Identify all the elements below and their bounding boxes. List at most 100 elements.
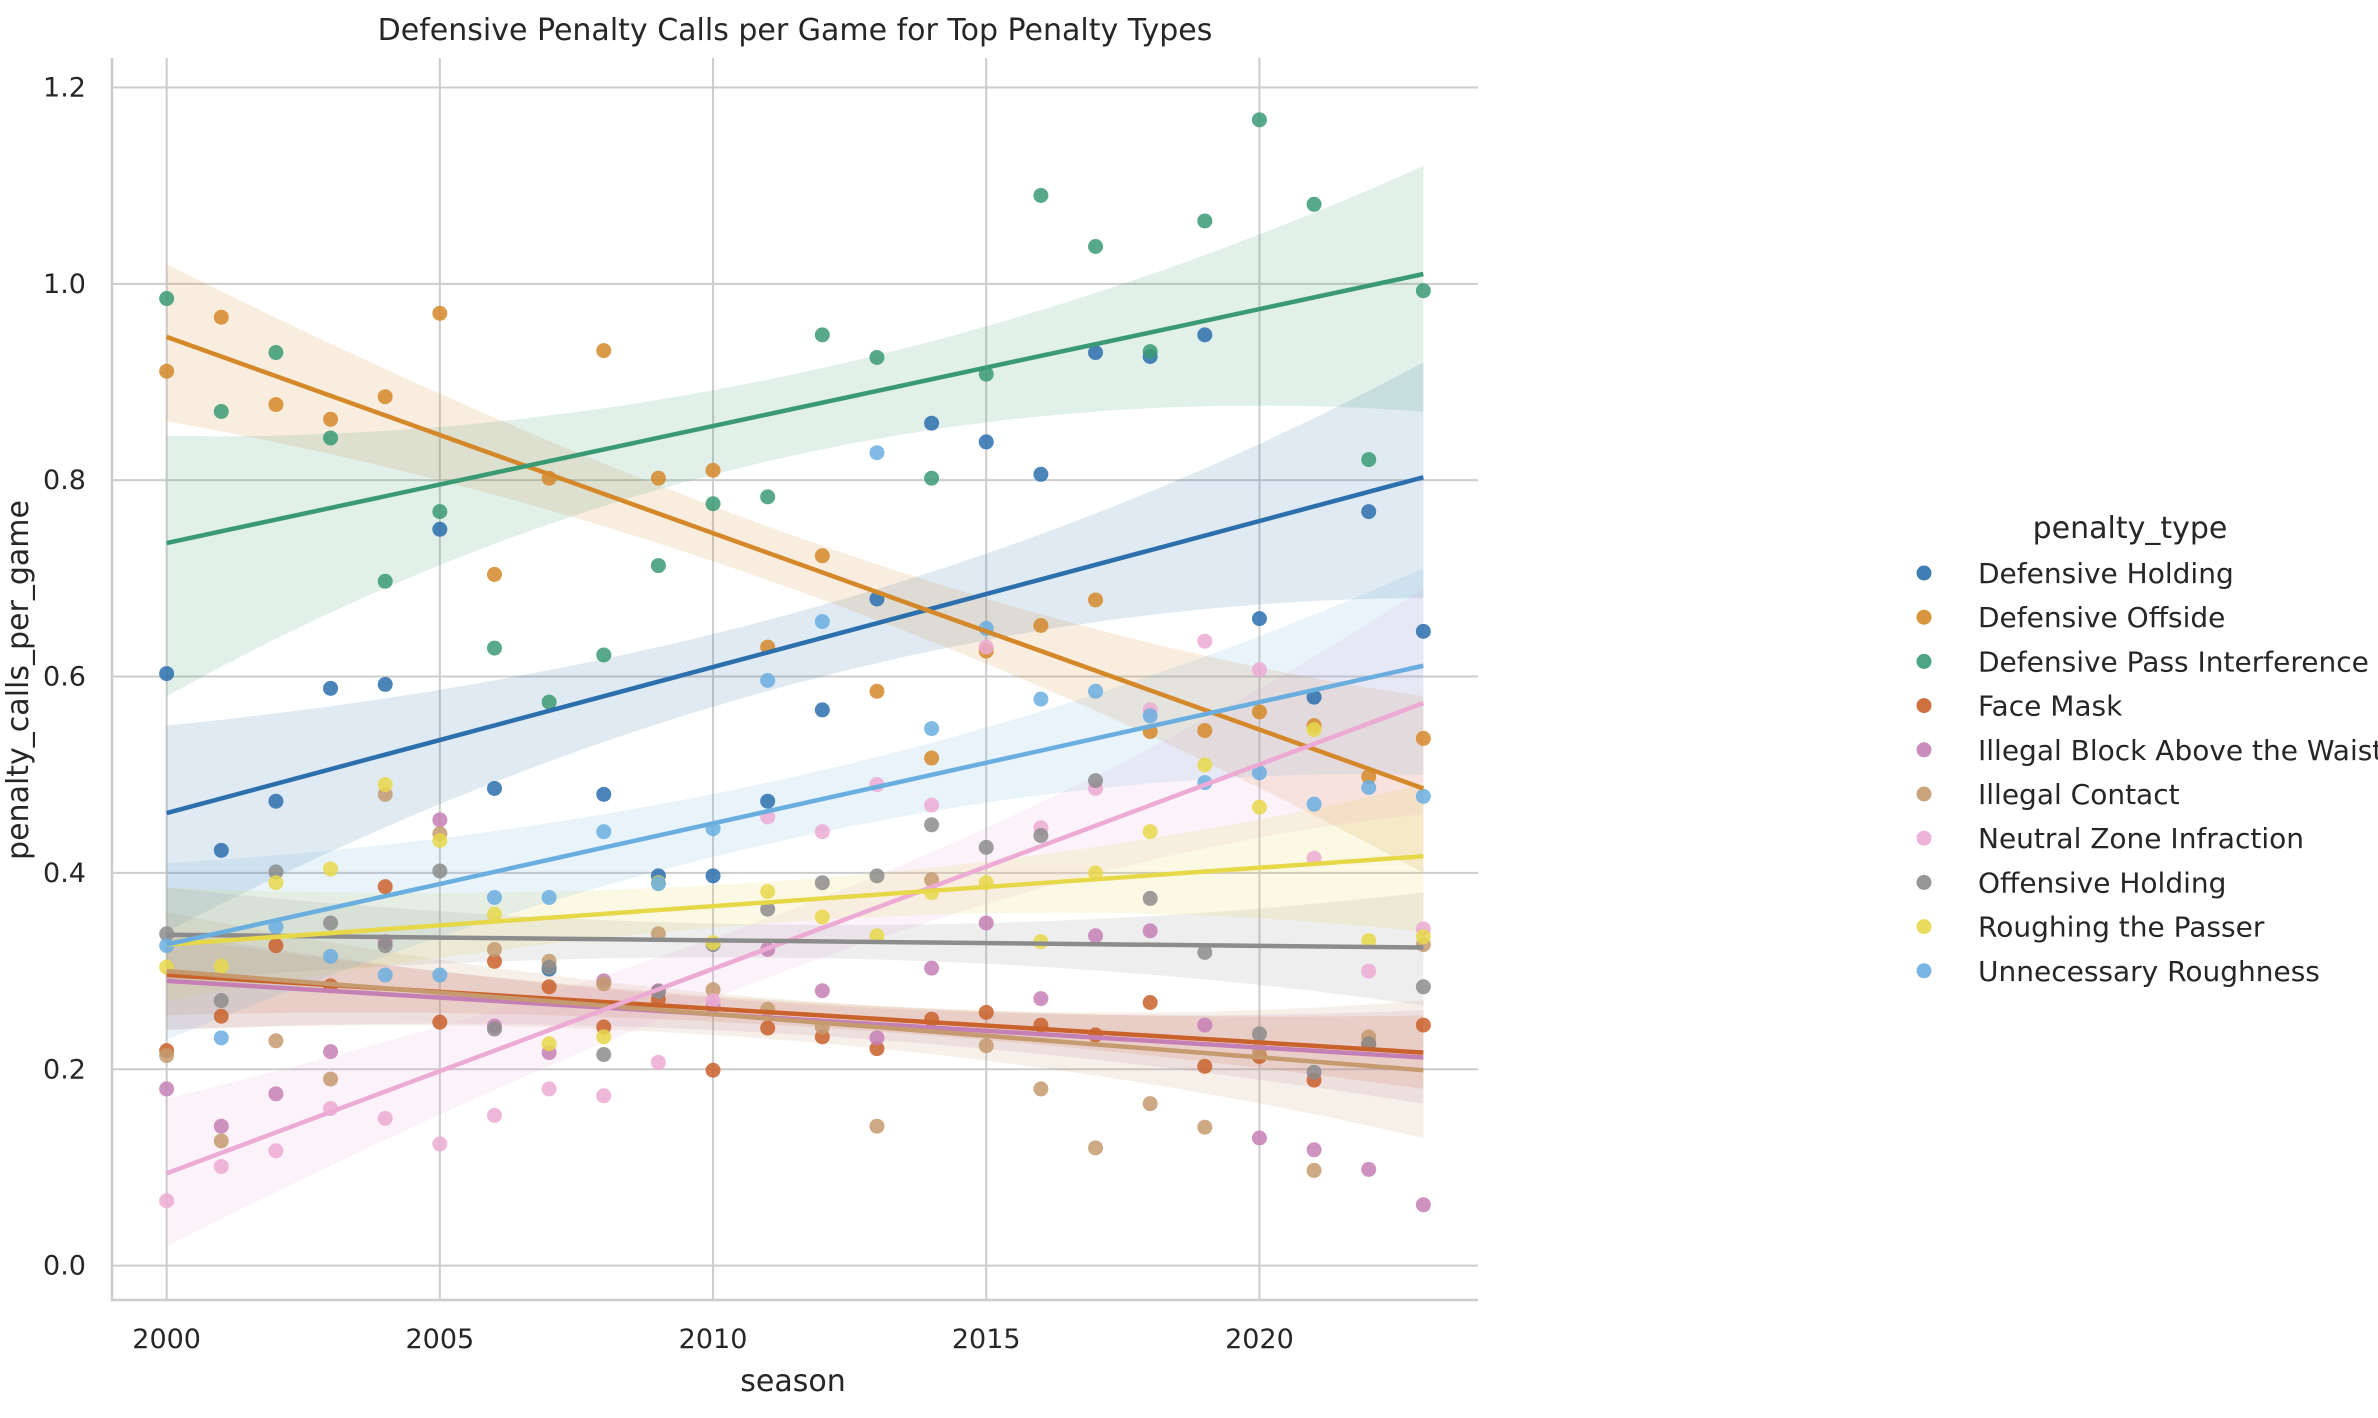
- point-illegal-contact: [705, 982, 721, 998]
- point-illegal-block-above-the-waist: [814, 983, 830, 999]
- point-illegal-block-above-the-waist: [432, 812, 448, 828]
- y-tick-label: 0.2: [43, 1054, 86, 1085]
- point-unnecessary-roughness: [213, 1030, 229, 1046]
- point-illegal-block-above-the-waist: [268, 1086, 284, 1102]
- legend-label-neutral-zone-infraction: Neutral Zone Infraction: [1978, 822, 2304, 855]
- point-defensive-holding: [432, 521, 448, 537]
- point-defensive-offside: [323, 411, 339, 427]
- fit-line-neutral-zone-infraction: [165, 700, 1425, 1176]
- point-illegal-contact: [323, 1071, 339, 1087]
- point-defensive-pass-interference: [268, 345, 284, 361]
- legend-marker-illegal-contact: [1916, 786, 1932, 802]
- legend-label-illegal-contact: Illegal Contact: [1978, 778, 2180, 811]
- point-defensive-pass-interference: [1251, 112, 1267, 128]
- point-defensive-pass-interference: [213, 403, 229, 419]
- point-illegal-contact: [1197, 1119, 1213, 1135]
- point-roughing-the-passer: [1088, 865, 1104, 881]
- point-defensive-holding: [760, 793, 776, 809]
- y-tick-label: 1.0: [43, 269, 86, 300]
- point-face-mask: [486, 953, 502, 969]
- axes: 2000 2005 2010 2015 2020 0.0 0.2 0.4 0.6 0.8 1.0 1.…: [43, 58, 1478, 1355]
- point-unnecessary-roughness: [323, 948, 339, 964]
- point-face-mask: [705, 1062, 721, 1078]
- point-defensive-pass-interference: [924, 470, 940, 486]
- point-neutral-zone-infraction: [1361, 963, 1377, 979]
- point-roughing-the-passer: [705, 935, 721, 951]
- legend-marker-defensive-offside: [1916, 609, 1932, 625]
- point-illegal-contact: [213, 1133, 229, 1149]
- point-illegal-block-above-the-waist: [213, 1118, 229, 1134]
- point-defensive-pass-interference: [1088, 239, 1104, 255]
- point-defensive-pass-interference: [1415, 283, 1431, 299]
- axis-spines: [110, 58, 1478, 1302]
- fit-line-illegal-contact: [166, 968, 1424, 1073]
- band-defensive-pass-interference: [166, 166, 1424, 697]
- point-defensive-pass-interference: [1306, 196, 1322, 212]
- band-illegal-contact: [166, 912, 1424, 1138]
- point-face-mask: [1197, 1058, 1213, 1074]
- point-roughing-the-passer: [760, 884, 776, 900]
- scatter-points: [159, 112, 1431, 1213]
- y-axis-label: penalty_calls_per_game: [1, 500, 36, 860]
- legend-label-defensive-offside: Defensive Offside: [1978, 601, 2225, 634]
- point-defensive-pass-interference: [869, 349, 885, 365]
- point-defensive-pass-interference: [705, 496, 721, 512]
- point-illegal-contact: [869, 1118, 885, 1134]
- point-defensive-pass-interference: [650, 558, 666, 574]
- point-face-mask: [377, 879, 393, 895]
- point-defensive-holding: [1088, 345, 1104, 361]
- point-illegal-contact: [268, 1033, 284, 1049]
- point-roughing-the-passer: [596, 1029, 612, 1045]
- point-unnecessary-roughness: [377, 967, 393, 983]
- point-illegal-block-above-the-waist: [869, 1030, 885, 1046]
- point-illegal-block-above-the-waist: [1361, 1161, 1377, 1177]
- point-face-mask: [760, 1020, 776, 1036]
- y-tick-label: 0.4: [43, 858, 86, 889]
- point-defensive-pass-interference: [159, 291, 175, 307]
- point-illegal-contact: [1088, 1140, 1104, 1156]
- legend-label-illegal-block-above-the-waist: Illegal Block Above the Waist: [1978, 734, 2378, 767]
- point-unnecessary-roughness: [1415, 788, 1431, 804]
- point-defensive-offside: [705, 462, 721, 478]
- point-defensive-holding: [323, 680, 339, 696]
- point-face-mask: [869, 1041, 885, 1057]
- point-unnecessary-roughness: [760, 672, 776, 688]
- point-unnecessary-roughness: [1033, 691, 1049, 707]
- point-illegal-block-above-the-waist: [978, 915, 994, 931]
- point-neutral-zone-infraction: [268, 1143, 284, 1159]
- point-offensive-holding: [541, 959, 557, 975]
- point-unnecessary-roughness: [1306, 796, 1322, 812]
- point-neutral-zone-infraction: [978, 639, 994, 655]
- point-illegal-block-above-the-waist: [1415, 1197, 1431, 1213]
- point-defensive-pass-interference: [1142, 344, 1158, 360]
- point-offensive-holding: [323, 915, 339, 931]
- point-illegal-contact: [159, 1048, 175, 1064]
- point-face-mask: [541, 979, 557, 995]
- fit-line-unnecessary-roughness: [166, 663, 1424, 947]
- point-defensive-holding: [268, 793, 284, 809]
- legend-label-unnecessary-roughness: Unnecessary Roughness: [1978, 955, 2320, 988]
- point-illegal-block-above-the-waist: [924, 960, 940, 976]
- point-face-mask: [268, 938, 284, 954]
- point-illegal-block-above-the-waist: [1033, 991, 1049, 1007]
- point-defensive-offside: [213, 309, 229, 325]
- point-defensive-holding: [159, 666, 175, 682]
- regression-lines: [165, 271, 1425, 1176]
- x-tick-label: 2005: [405, 1324, 474, 1355]
- point-offensive-holding: [268, 864, 284, 880]
- point-unnecessary-roughness: [432, 967, 448, 983]
- point-illegal-block-above-the-waist: [1088, 928, 1104, 944]
- point-neutral-zone-infraction: [1251, 662, 1267, 678]
- point-unnecessary-roughness: [1251, 765, 1267, 781]
- legend-label-defensive-holding: Defensive Holding: [1978, 557, 2234, 590]
- point-neutral-zone-infraction: [650, 1054, 666, 1070]
- point-defensive-holding: [924, 415, 940, 431]
- point-defensive-offside: [1361, 769, 1377, 785]
- fit-line-offensive-holding: [166, 932, 1424, 950]
- legend-label-defensive-pass-interference: Defensive Pass Interference: [1978, 645, 2369, 678]
- point-offensive-holding: [377, 938, 393, 954]
- point-illegal-contact: [1142, 1096, 1158, 1112]
- point-unnecessary-roughness: [486, 889, 502, 905]
- point-roughing-the-passer: [432, 833, 448, 849]
- legend-marker-illegal-block-above-the-waist: [1916, 742, 1932, 758]
